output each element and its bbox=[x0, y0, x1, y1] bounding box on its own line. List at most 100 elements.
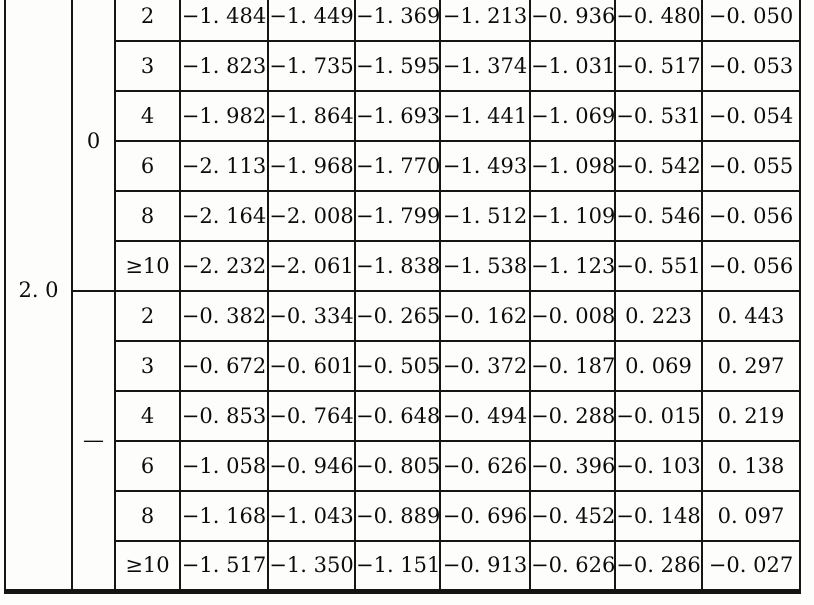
value-cell: −1. 823 bbox=[179, 40, 269, 92]
value-cell: −0. 542 bbox=[614, 140, 703, 192]
value-cell: 0. 219 bbox=[701, 390, 801, 442]
row-key: 6 bbox=[114, 440, 181, 492]
value-cell: −0. 626 bbox=[529, 540, 616, 594]
value-cell: −0. 946 bbox=[267, 440, 356, 492]
value-cell: −1. 369 bbox=[354, 0, 441, 42]
value-cell: −0. 452 bbox=[529, 490, 616, 542]
value-cell: −0. 265 bbox=[354, 290, 441, 342]
value-cell: −1. 693 bbox=[354, 90, 441, 142]
data-table: 2. 0 0 2 −1. 484 −1. 449 −1. 369 −1. 213… bbox=[4, 0, 801, 594]
value-cell: −1. 449 bbox=[267, 0, 356, 42]
row-key: 2 bbox=[114, 0, 181, 42]
value-cell: −0. 505 bbox=[354, 340, 441, 392]
value-cell: −0. 913 bbox=[439, 540, 531, 594]
value-cell: −0. 187 bbox=[529, 340, 616, 392]
value-cell: −0. 050 bbox=[701, 0, 801, 42]
row-key: 8 bbox=[114, 190, 181, 242]
row-key: 4 bbox=[114, 390, 181, 442]
value-cell: −2. 008 bbox=[267, 190, 356, 242]
value-cell: −1. 441 bbox=[439, 90, 531, 142]
group-label: 0 bbox=[71, 0, 116, 292]
row-key: 3 bbox=[114, 40, 181, 92]
value-cell: −0. 764 bbox=[267, 390, 356, 442]
value-cell: −1. 123 bbox=[529, 240, 616, 292]
row-key: 8 bbox=[114, 490, 181, 542]
table-row: ≥10 −2. 232 −2. 061 −1. 838 −1. 538 −1. … bbox=[5, 240, 801, 292]
value-cell: −0. 672 bbox=[179, 340, 269, 392]
value-cell: −1. 109 bbox=[529, 190, 616, 242]
row-key: 3 bbox=[114, 340, 181, 392]
value-cell: 0. 138 bbox=[701, 440, 801, 492]
value-cell: −1. 735 bbox=[267, 40, 356, 92]
table-row: ≥10 −1. 517 −1. 350 −1. 151 −0. 913 −0. … bbox=[5, 540, 801, 594]
value-cell: −0. 055 bbox=[701, 140, 801, 192]
value-cell: −0. 601 bbox=[267, 340, 356, 392]
row-key: 4 bbox=[114, 90, 181, 142]
value-cell: −1. 595 bbox=[354, 40, 441, 92]
value-cell: −2. 232 bbox=[179, 240, 269, 292]
value-cell: −1. 031 bbox=[529, 40, 616, 92]
value-cell: −0. 382 bbox=[179, 290, 269, 342]
value-cell: −1. 517 bbox=[179, 540, 269, 594]
value-cell: −0. 396 bbox=[529, 440, 616, 492]
value-cell: −0. 889 bbox=[354, 490, 441, 542]
value-cell: −1. 538 bbox=[439, 240, 531, 292]
value-cell: −1. 098 bbox=[529, 140, 616, 192]
value-cell: −0. 015 bbox=[614, 390, 703, 442]
value-cell: −0. 056 bbox=[701, 240, 801, 292]
value-cell: −1. 484 bbox=[179, 0, 269, 42]
value-cell: −0. 334 bbox=[267, 290, 356, 342]
value-cell: −1. 043 bbox=[267, 490, 356, 542]
value-cell: −0. 008 bbox=[529, 290, 616, 342]
value-cell: −0. 286 bbox=[614, 540, 703, 594]
value-cell: −0. 148 bbox=[614, 490, 703, 542]
value-cell: −1. 069 bbox=[529, 90, 616, 142]
table-row: 2. 0 0 2 −1. 484 −1. 449 −1. 369 −1. 213… bbox=[4, 0, 801, 594]
value-cell: −0. 053 bbox=[701, 40, 801, 92]
value-cell: −0. 626 bbox=[439, 440, 531, 492]
value-cell: −0. 288 bbox=[529, 390, 616, 442]
row-key: 2 bbox=[114, 290, 181, 342]
value-cell: −1. 770 bbox=[354, 140, 441, 192]
value-cell: −1. 058 bbox=[179, 440, 269, 492]
value-cell: 0. 097 bbox=[701, 490, 801, 542]
value-cell: −0. 531 bbox=[614, 90, 703, 142]
table-row: 4 −0. 853 −0. 764 −0. 648 −0. 494 −0. 28… bbox=[5, 390, 801, 442]
value-cell: −0. 853 bbox=[179, 390, 269, 442]
value-cell: −2. 061 bbox=[267, 240, 356, 292]
value-cell: −0. 936 bbox=[529, 0, 616, 42]
row-key: ≥10 bbox=[114, 240, 181, 292]
table-row: 3 −0. 672 −0. 601 −0. 505 −0. 372 −0. 18… bbox=[5, 340, 801, 392]
value-cell: −1. 838 bbox=[354, 240, 441, 292]
table-row: 4 −1. 982 −1. 864 −1. 693 −1. 441 −1. 06… bbox=[5, 90, 801, 142]
table-row: 6 −2. 113 −1. 968 −1. 770 −1. 493 −1. 09… bbox=[5, 140, 801, 192]
value-cell: −1. 493 bbox=[439, 140, 531, 192]
value-cell: −0. 696 bbox=[439, 490, 531, 542]
value-cell: −0. 027 bbox=[701, 540, 801, 594]
table-row: 8 −1. 168 −1. 043 −0. 889 −0. 696 −0. 45… bbox=[5, 490, 801, 542]
value-cell: 0. 297 bbox=[701, 340, 801, 392]
value-cell: −1. 151 bbox=[354, 540, 441, 594]
value-cell: −0. 162 bbox=[439, 290, 531, 342]
value-cell: −0. 480 bbox=[614, 0, 703, 42]
value-cell: 0. 223 bbox=[614, 290, 703, 342]
value-cell: −1. 968 bbox=[267, 140, 356, 192]
value-cell: 0. 443 bbox=[701, 290, 801, 342]
value-cell: −1. 799 bbox=[354, 190, 441, 242]
value-cell: −0. 054 bbox=[701, 90, 801, 142]
value-cell: −0. 372 bbox=[439, 340, 531, 392]
value-cell: −1. 213 bbox=[439, 0, 531, 42]
value-cell: −0. 494 bbox=[439, 390, 531, 442]
table-row: 6 −1. 058 −0. 946 −0. 805 −0. 626 −0. 39… bbox=[5, 440, 801, 492]
table-row: 3 −1. 823 −1. 735 −1. 595 −1. 374 −1. 03… bbox=[5, 40, 801, 92]
row-key: ≥10 bbox=[114, 540, 181, 594]
row-key: 6 bbox=[114, 140, 181, 192]
value-cell: −2. 164 bbox=[179, 190, 269, 242]
table-row: — 2 −0. 382 −0. 334 −0. 265 −0. 162 −0. … bbox=[5, 290, 801, 594]
value-cell: −0. 517 bbox=[614, 40, 703, 92]
value-cell: −0. 546 bbox=[614, 190, 703, 242]
value-cell: −2. 113 bbox=[179, 140, 269, 192]
value-cell: −0. 056 bbox=[701, 190, 801, 242]
value-cell: −1. 512 bbox=[439, 190, 531, 242]
